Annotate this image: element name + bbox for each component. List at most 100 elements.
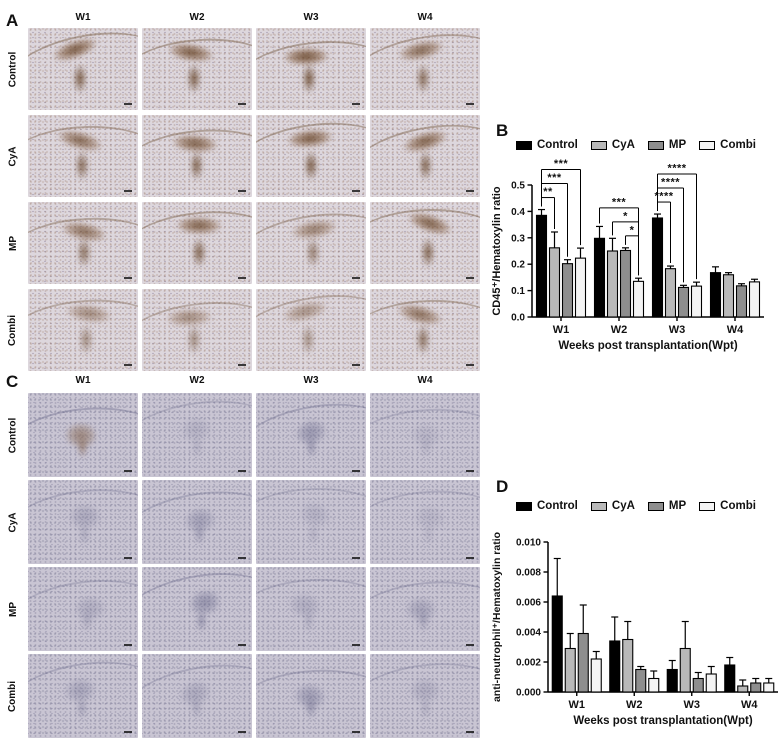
legend-item-cya: CyA — [590, 500, 635, 512]
legend-item-mp: MP — [647, 139, 687, 151]
svg-text:W3: W3 — [684, 699, 701, 711]
legend-label: CyA — [611, 139, 635, 151]
histology-c-combi-w2 — [142, 654, 252, 738]
legend-swatch-icon — [590, 501, 607, 511]
scale-bar — [124, 644, 132, 646]
legend-swatch-icon — [516, 501, 532, 511]
panel-d-label: D — [496, 477, 509, 496]
svg-text:W4: W4 — [727, 324, 744, 336]
histology-a-control-w4 — [370, 28, 480, 110]
panel-a-row-label-combi: Combi — [7, 314, 19, 346]
panel-c-row-label-combi: Combi — [7, 680, 19, 712]
panel-a-col-header-w4: W4 — [417, 12, 433, 23]
svg-text:W4: W4 — [741, 699, 758, 711]
scale-bar — [352, 103, 360, 105]
chart-d-legend: Control CyA MP Combi — [516, 500, 756, 512]
histology-c-cya-w4 — [370, 480, 480, 564]
legend-label: MP — [668, 500, 687, 512]
legend-item-cya: CyA — [590, 139, 635, 151]
legend-swatch-icon — [699, 501, 716, 511]
scale-bar — [238, 277, 246, 279]
histology-c-control-w4 — [370, 393, 480, 477]
histology-a-control-w3 — [256, 28, 366, 110]
scale-bar — [124, 364, 132, 366]
scale-bar — [352, 731, 360, 733]
scale-bar — [466, 731, 474, 733]
legend-swatch-icon — [516, 140, 532, 150]
scale-bar — [352, 557, 360, 559]
histology-c-combi-w4 — [370, 654, 480, 738]
svg-text:0.5: 0.5 — [511, 181, 525, 192]
histology-c-combi-w3 — [256, 654, 366, 738]
panel-a-col-header-w2: W2 — [189, 12, 205, 23]
panel-c-label: C — [6, 372, 19, 391]
panel-a-col-header-w3: W3 — [303, 12, 319, 23]
svg-text:W1: W1 — [553, 324, 570, 336]
svg-text:0.000: 0.000 — [516, 688, 541, 699]
svg-text:0.010: 0.010 — [516, 538, 541, 549]
scale-bar — [466, 470, 474, 472]
histology-c-cya-w1 — [28, 480, 138, 564]
scale-bar — [466, 277, 474, 279]
legend-label: Combi — [720, 139, 756, 151]
legend-label: Control — [537, 139, 578, 151]
legend-swatch-icon — [647, 140, 664, 150]
svg-text:0.3: 0.3 — [511, 233, 525, 244]
scale-bar — [352, 364, 360, 366]
panel-c-col-header-w3: W3 — [303, 375, 319, 386]
panel-a-label: A — [6, 11, 19, 30]
scale-bar — [124, 731, 132, 733]
svg-text:W2: W2 — [626, 699, 643, 711]
chart-b-legend: Control CyA MP Combi — [516, 139, 756, 151]
histology-c-control-w3 — [256, 393, 366, 477]
svg-text:0.008: 0.008 — [516, 568, 541, 579]
scale-bar — [238, 364, 246, 366]
histology-c-mp-w4 — [370, 567, 480, 651]
legend-item-control: Control — [516, 500, 578, 512]
scale-bar — [466, 103, 474, 105]
svg-text:***: *** — [547, 172, 562, 184]
scale-bar — [238, 644, 246, 646]
svg-text:***: *** — [554, 158, 569, 170]
svg-text:W1: W1 — [569, 699, 586, 711]
histology-a-mp-w4 — [370, 202, 480, 284]
panel-c-col-header-w2: W2 — [189, 375, 205, 386]
panel-a-col-header-w1: W1 — [75, 12, 91, 23]
svg-text:0.0: 0.0 — [511, 313, 525, 324]
scale-bar — [466, 557, 474, 559]
svg-text:0.002: 0.002 — [516, 658, 541, 669]
svg-text:Weeks post transplantation(Wpt: Weeks post transplantation(Wpt) — [558, 340, 737, 352]
panel-c-row-label-mp: MP — [7, 601, 19, 617]
panel-c-col-header-w1: W1 — [75, 375, 91, 386]
histology-a-combi-w2 — [142, 289, 252, 371]
scale-bar — [352, 644, 360, 646]
scale-bar — [352, 277, 360, 279]
legend-swatch-icon — [699, 140, 716, 150]
svg-text:anti-neutrophil⁺/Hematoxylin r: anti-neutrophil⁺/Hematoxylin ratio — [491, 532, 503, 702]
histology-c-control-w2 — [142, 393, 252, 477]
chart-d: 0.000 0.002 0.004 0.006 0.008 0.010 W1 W2 W3 W4 We… — [491, 532, 778, 727]
panel-b-label: B — [496, 121, 509, 140]
scale-bar — [352, 190, 360, 192]
svg-text:****: **** — [661, 177, 680, 189]
histology-c-combi-w1 — [28, 654, 138, 738]
legend-label: MP — [668, 139, 687, 151]
svg-text:0.2: 0.2 — [511, 260, 525, 271]
histology-c-mp-w3 — [256, 567, 366, 651]
scale-bar — [238, 103, 246, 105]
legend-swatch-icon — [590, 140, 607, 150]
svg-text:W2: W2 — [611, 324, 628, 336]
legend-swatch-icon — [647, 501, 664, 511]
svg-text:0.4: 0.4 — [511, 207, 525, 218]
panel-a-row-label-cya: CyA — [7, 145, 19, 167]
legend-item-combi: Combi — [699, 139, 756, 151]
scale-bar — [238, 190, 246, 192]
scale-bar — [124, 557, 132, 559]
scale-bar — [466, 364, 474, 366]
svg-text:*: * — [623, 210, 628, 222]
svg-text:****: **** — [654, 191, 673, 203]
histology-a-cya-w3 — [256, 115, 366, 197]
histology-a-control-w2 — [142, 28, 252, 110]
svg-text:****: **** — [667, 163, 686, 175]
